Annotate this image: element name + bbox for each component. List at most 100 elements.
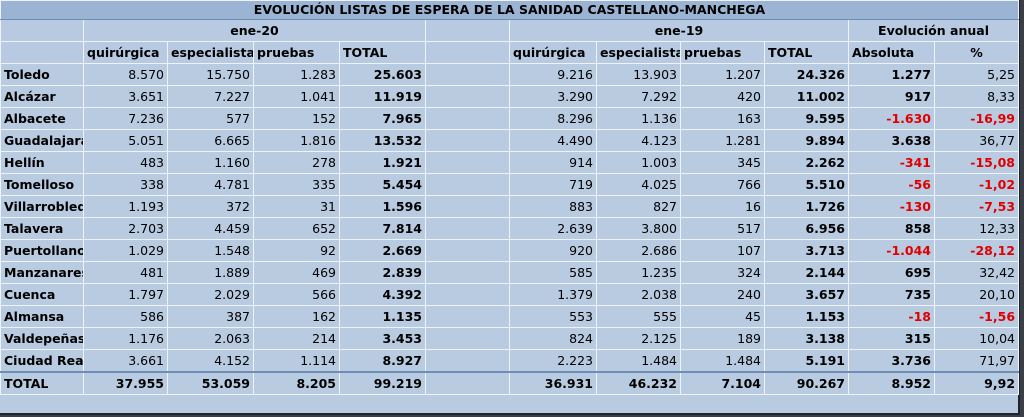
gap-cell [425, 85, 510, 108]
cell-e20: 4.152 [167, 349, 254, 373]
cell-t20: 11.919 [339, 85, 426, 108]
cell-p19: 1.281 [680, 129, 765, 152]
col-header-quirurgica-19: quirúrgica [509, 41, 597, 64]
cell-p19: 324 [680, 261, 765, 284]
cell-e20: 1.548 [167, 239, 254, 262]
cell-e20: 2.029 [167, 283, 254, 306]
cell-abs: 735 [848, 283, 935, 306]
col-header-absoluta: Absoluta [848, 41, 935, 64]
cell-pct: -1,56 [933, 305, 1020, 328]
gap-cell [425, 305, 510, 328]
cell-p20: 469 [253, 261, 340, 284]
cell-pct: 36,77 [933, 129, 1020, 152]
cell-pct: 10,04 [933, 327, 1020, 350]
cell-p20: 1.816 [253, 129, 340, 152]
cell-p20: 8.205 [253, 371, 340, 395]
table-row: Alcázar 3.651 7.227 1.041 11.919 3.290 7.292 42… [0, 85, 1020, 108]
cell-e20: 7.227 [167, 85, 254, 108]
cell-abs: -341 [848, 151, 935, 174]
cell-e19: 13.903 [596, 63, 681, 86]
cell-e19: 46.232 [596, 371, 681, 395]
table-row: Tomelloso 338 4.781 335 5.454 719 4.025 766 5.51… [0, 173, 1020, 196]
cell-q19: 36.931 [509, 371, 597, 395]
header-gap [425, 41, 510, 64]
cell-q19: 8.296 [509, 107, 597, 130]
cell-e19: 4.123 [596, 129, 681, 152]
cell-t19: 9.894 [764, 129, 849, 152]
gap-cell [425, 371, 510, 395]
table-row: Guadalajara 5.051 6.665 1.816 13.532 4.490 4.1… [0, 129, 1020, 152]
cell-t19: 5.191 [764, 349, 849, 373]
gap-cell [425, 349, 510, 373]
cell-t19: 3.713 [764, 239, 849, 262]
cell-q19: 920 [509, 239, 597, 262]
cell-p20: 214 [253, 327, 340, 350]
cell-t19: 5.510 [764, 173, 849, 196]
cell-t20: 99.219 [339, 371, 426, 395]
cell-p19: 1.484 [680, 349, 765, 373]
cell-q20: 8.570 [83, 63, 168, 86]
cell-p19: 1.207 [680, 63, 765, 86]
cell-t19: 9.595 [764, 107, 849, 130]
gap-cell [425, 239, 510, 262]
header-gap [425, 19, 510, 42]
cell-t20: 1.135 [339, 305, 426, 328]
cell-t20: 3.453 [339, 327, 426, 350]
cell-p19: 107 [680, 239, 765, 262]
cell-q19: 883 [509, 195, 597, 218]
gap-cell [425, 63, 510, 86]
column-header-row: quirúrgica especialista pruebas TOTAL qu… [0, 41, 1020, 64]
cell-q19: 2.639 [509, 217, 597, 240]
row-label: Talavera [0, 217, 84, 240]
cell-pct: 20,10 [933, 283, 1020, 306]
gap-cell [425, 107, 510, 130]
table-row: Talavera 2.703 4.459 652 7.814 2.639 3.800 517 6… [0, 217, 1020, 240]
cell-abs: 315 [848, 327, 935, 350]
cell-t19: 3.138 [764, 327, 849, 350]
cell-q20: 1.029 [83, 239, 168, 262]
cell-q20: 2.703 [83, 217, 168, 240]
row-label: Albacete [0, 107, 84, 130]
cell-p19: 189 [680, 327, 765, 350]
cell-pct: 71,97 [933, 349, 1020, 373]
cell-q20: 338 [83, 173, 168, 196]
cell-p20: 566 [253, 283, 340, 306]
col-header-pct: % [933, 41, 1020, 64]
cell-t19: 2.144 [764, 261, 849, 284]
cell-p19: 345 [680, 151, 765, 174]
cell-p19: 45 [680, 305, 765, 328]
cell-e19: 4.025 [596, 173, 681, 196]
cell-p20: 278 [253, 151, 340, 174]
cell-q20: 586 [83, 305, 168, 328]
row-label: Valdepeñas [0, 327, 84, 350]
cell-t20: 2.839 [339, 261, 426, 284]
cell-t20: 1.596 [339, 195, 426, 218]
cell-q19: 3.290 [509, 85, 597, 108]
cell-t19: 6.956 [764, 217, 849, 240]
gap-cell [425, 327, 510, 350]
cell-abs: 8.952 [848, 371, 935, 395]
cell-t20: 5.454 [339, 173, 426, 196]
cell-p20: 1.041 [253, 85, 340, 108]
cell-e19: 1.235 [596, 261, 681, 284]
table-row: Puertollano 1.029 1.548 92 2.669 920 2.686 107 3… [0, 239, 1020, 262]
cell-e19: 3.800 [596, 217, 681, 240]
cell-t19: 2.262 [764, 151, 849, 174]
cell-e20: 372 [167, 195, 254, 218]
cell-e20: 53.059 [167, 371, 254, 395]
cell-q20: 1.797 [83, 283, 168, 306]
cell-pct: 9,92 [933, 371, 1020, 395]
row-label: TOTAL [0, 371, 84, 395]
cell-q19: 2.223 [509, 349, 597, 373]
cell-q20: 5.051 [83, 129, 168, 152]
cell-abs: 3.638 [848, 129, 935, 152]
cell-t19: 11.002 [764, 85, 849, 108]
row-label: Villarrobledo [0, 195, 84, 218]
gap-cell [425, 283, 510, 306]
cell-pct: 12,33 [933, 217, 1020, 240]
cell-t20: 13.532 [339, 129, 426, 152]
cell-t20: 7.814 [339, 217, 426, 240]
cell-abs: -1.630 [848, 107, 935, 130]
cell-pct: 8,33 [933, 85, 1020, 108]
title-row: EVOLUCIÓN LISTAS DE ESPERA DE LA SANIDAD… [0, 0, 1020, 20]
